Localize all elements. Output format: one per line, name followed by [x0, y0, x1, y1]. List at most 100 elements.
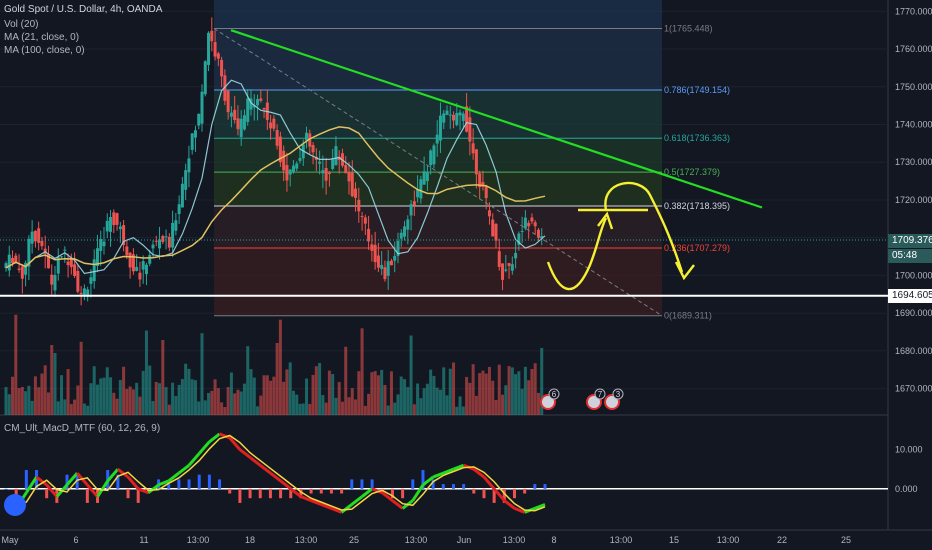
volume-bar: [128, 386, 132, 415]
event-count-label: 7: [598, 390, 603, 399]
time-tick-label: Jun: [457, 535, 472, 545]
candle-body: [504, 269, 508, 271]
candle-body: [233, 109, 237, 120]
volume-bar: [399, 376, 403, 415]
fib-level-label: 0.236(1707.279): [664, 243, 730, 253]
indicator-ma21[interactable]: MA (21, close, 0): [4, 32, 80, 43]
candle-body: [465, 106, 469, 132]
candle-body: [99, 238, 103, 251]
candle-body: [527, 222, 531, 227]
time-tick-label: 18: [245, 535, 255, 545]
macd-histogram-bar: [431, 479, 435, 489]
candle-body: [193, 130, 197, 138]
volume-bar: [265, 375, 269, 415]
time-tick-label: 22: [777, 535, 787, 545]
volume-bar: [448, 368, 452, 415]
candle-body: [278, 136, 282, 163]
candle-body: [295, 163, 299, 169]
macd-histogram-bar: [65, 474, 69, 489]
fib-level-label: 0(1689.311): [664, 311, 712, 321]
volume-bar: [438, 389, 442, 415]
fib-level-label: 1(1765.448): [664, 23, 713, 33]
volume-bar: [278, 319, 282, 415]
indicator-vol[interactable]: Vol (20): [4, 19, 39, 30]
macd-line-segment: [279, 479, 292, 490]
candle-body: [311, 145, 315, 153]
macd-line-segment: [158, 479, 170, 487]
macd-histogram-bar: [289, 488, 293, 499]
macd-line-segment: [442, 467, 455, 475]
candle-body: [112, 212, 116, 226]
macd-histogram-bar: [238, 488, 242, 503]
volume-bar: [487, 366, 491, 415]
volume-bar: [239, 391, 243, 415]
candle-body: [530, 217, 534, 222]
time-tick-label: 25: [349, 535, 359, 545]
macd-line-segment: [35, 475, 48, 487]
candle-body: [497, 251, 501, 267]
candle-body: [305, 132, 309, 141]
candle-body: [105, 220, 109, 232]
volume-bar: [14, 314, 18, 415]
volume-bar: [275, 342, 279, 415]
candle-body: [86, 289, 90, 297]
volume-bar: [79, 341, 83, 415]
macd-signal-line: [5, 434, 546, 512]
price-tick-label: 1690.000: [895, 308, 932, 318]
macd-histogram-bar: [207, 474, 211, 489]
candle-body: [425, 172, 429, 182]
macd-histogram-bar: [187, 479, 191, 489]
time-tick-label: May: [1, 535, 19, 545]
volume-bar: [406, 387, 410, 415]
candle-body: [24, 262, 28, 275]
fib-zone: [214, 89, 662, 139]
macd-line-segment: [422, 475, 435, 487]
countdown-tag: 05:48: [888, 249, 932, 263]
indicator-ma100[interactable]: MA (100, close, 0): [4, 45, 85, 56]
candle-body: [161, 236, 165, 242]
time-tick-label: 13:00: [717, 535, 740, 545]
candle-body: [122, 225, 126, 246]
macd-line-segment: [249, 456, 262, 467]
macd-title[interactable]: CM_Ult_MacD_MTF (60, 12, 26, 9): [4, 423, 161, 434]
candle-body: [324, 167, 328, 181]
macd-histogram-bar: [482, 488, 486, 499]
candle-body: [226, 90, 230, 113]
candle-body: [327, 172, 331, 175]
macd-line-segment: [259, 464, 272, 475]
time-tick-label: 13:00: [187, 535, 210, 545]
macd-line-segment: [300, 495, 312, 502]
candle-body: [144, 264, 148, 275]
volume-bar: [4, 387, 8, 415]
volume-bar: [357, 371, 361, 415]
candle-body: [262, 108, 266, 110]
candle-body: [69, 257, 73, 268]
macd-histogram-bar: [167, 484, 171, 489]
candle-body: [282, 150, 286, 171]
candle-body: [507, 263, 511, 266]
candle-body: [53, 275, 57, 291]
price-tick-label: 1730.000: [895, 157, 932, 167]
ma100-line: [5, 126, 546, 269]
volume-bar: [416, 383, 420, 415]
macd-histogram-bar: [268, 488, 272, 499]
volume-bar: [233, 393, 237, 415]
tradingview-logo-icon[interactable]: [4, 494, 26, 516]
candle-body: [79, 292, 83, 295]
volume-bar: [324, 402, 328, 415]
volume-bar: [360, 328, 364, 415]
candle-body: [249, 98, 253, 110]
volume-bar: [86, 405, 90, 415]
volume-bar: [112, 392, 116, 415]
candle-body: [131, 254, 135, 272]
candle-body: [367, 228, 371, 242]
macd-histogram-bar: [492, 488, 496, 503]
volume-bar: [256, 406, 260, 415]
volume-bar: [305, 378, 309, 415]
volume-bar: [523, 366, 527, 415]
candle-body: [514, 252, 518, 259]
volume-bar: [203, 400, 207, 415]
macd-line-segment: [269, 471, 282, 483]
